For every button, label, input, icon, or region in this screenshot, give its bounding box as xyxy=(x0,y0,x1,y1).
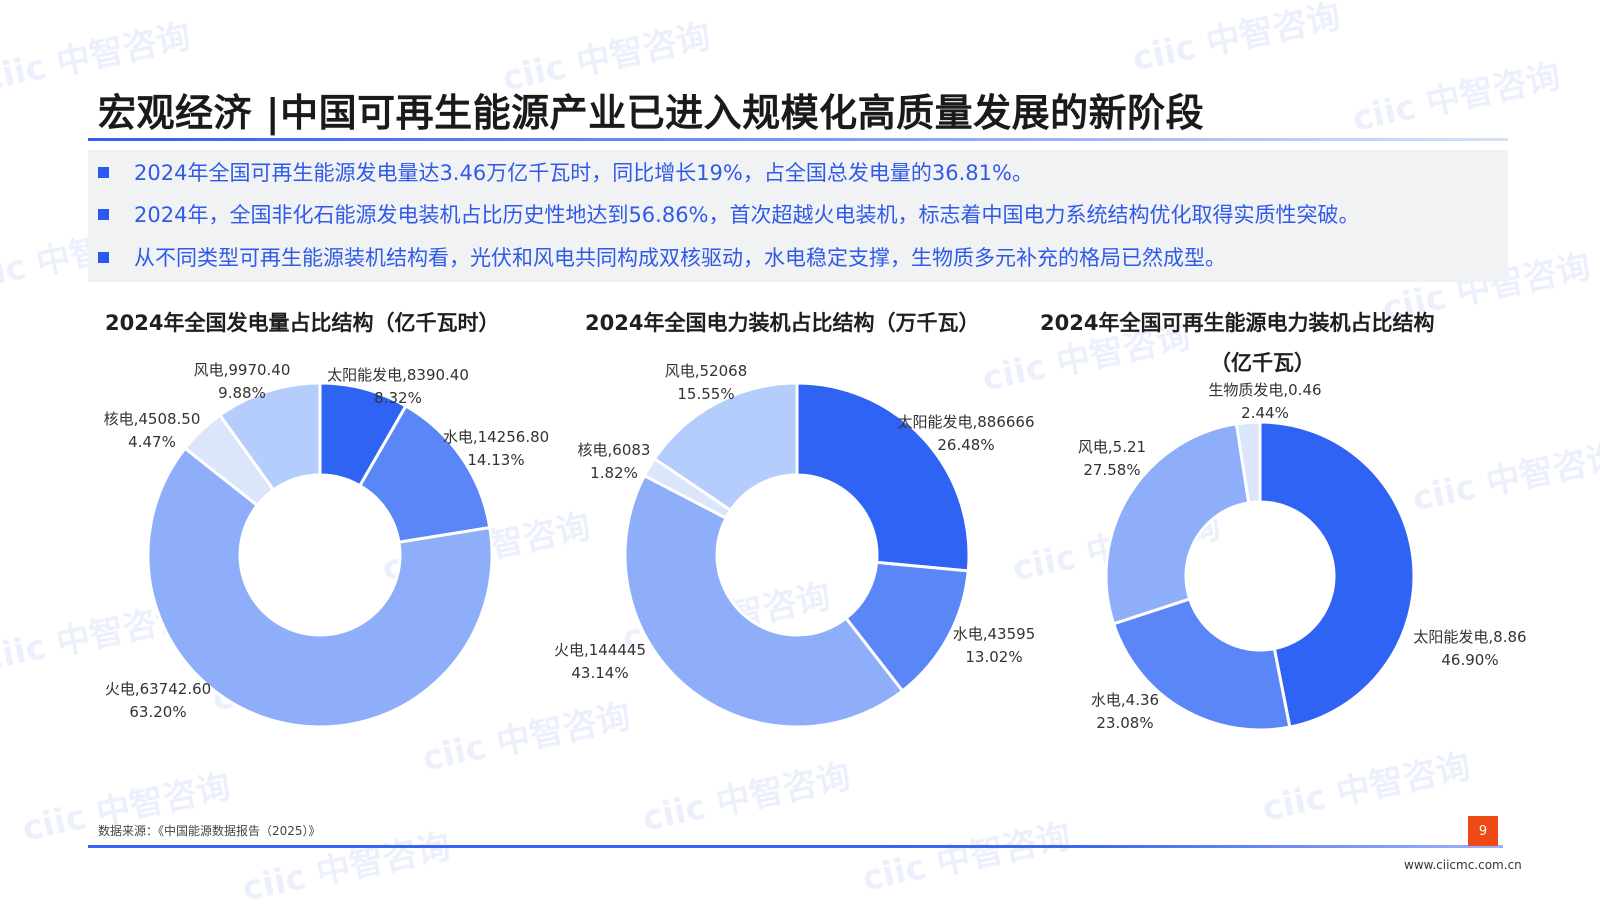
chart-2-slice-5-label: 风电,52068 xyxy=(665,362,748,380)
chart-2-slice-4-percent: 1.82% xyxy=(590,464,638,482)
chart-1-slice-4-label: 核电,4508.50 xyxy=(104,410,201,428)
chart-3-slice-3-percent: 27.58% xyxy=(1083,461,1140,479)
chart-3-title: 2024年全国可再生能源电力装机占比结构 xyxy=(1040,311,1435,335)
chart-1-title: 2024年全国发电量占比结构（亿千瓦时） xyxy=(105,311,500,335)
chart-2-slice-3-label: 火电,144445 xyxy=(554,641,646,659)
chart-3-slice-2-label: 水电,4.36 xyxy=(1091,691,1159,709)
chart-2-slice-1-percent: 26.48% xyxy=(937,436,994,454)
chart-1-slice-5 xyxy=(217,381,322,493)
bullet-square-icon xyxy=(98,166,109,178)
key-point-text: 从不同类型可再生能源装机结构看，光伏和风电共同构成双核驱动，水电稳定支撑，生物质… xyxy=(134,246,1226,270)
chart-3-slice-2 xyxy=(1111,597,1292,732)
chart-2-slice-2-percent: 13.02% xyxy=(965,648,1022,666)
chart-2-slice-5-percent: 15.55% xyxy=(677,385,734,403)
chart-2-slice-3 xyxy=(623,473,905,729)
key-point-text: 2024年，全国非化石能源发电装机占比历史性地达到56.86%，首次超越火电装机… xyxy=(134,203,1360,227)
chart-1-slice-5-percent: 9.88% xyxy=(218,384,266,402)
chart-2-slice-5 xyxy=(652,381,799,513)
chart-1-slice-3-percent: 63.20% xyxy=(129,703,186,721)
key-point-3: 从不同类型可再生能源装机结构看，光伏和风电共同构成双核驱动，水电稳定支撑，生物质… xyxy=(98,239,1226,275)
chart-3-slice-4-label: 生物质发电,0.46 xyxy=(1208,381,1321,399)
chart-1-slice-1-percent: 8.32% xyxy=(374,389,422,407)
key-point-text: 2024年全国可再生能源发电量达3.46万亿千瓦时，同比增长19%，占全国总发电… xyxy=(134,161,1033,185)
chart-2-slice-4-label: 核电,6083 xyxy=(578,441,651,459)
chart-1-slice-3-label: 火电,63742.60 xyxy=(105,680,211,698)
chart-3-slice-4-percent: 2.44% xyxy=(1241,404,1289,422)
key-point-1: 2024年全国可再生能源发电量达3.46万亿千瓦时，同比增长19%，占全国总发电… xyxy=(98,154,1033,190)
chart-3-slice-1 xyxy=(1258,420,1416,729)
chart-3-slice-2-percent: 23.08% xyxy=(1096,714,1153,732)
page-title: 宏观经济 |中国可再生能源产业已进入规模化高质量发展的新阶段 xyxy=(98,91,1205,135)
bullet-square-icon xyxy=(98,251,109,263)
chart-1-slice-3 xyxy=(146,446,494,729)
chart-2-slice-3-percent: 43.14% xyxy=(571,664,628,682)
chart-1-slice-2-label: 水电,14256.80 xyxy=(443,428,549,446)
chart-3-slice-3 xyxy=(1104,422,1251,626)
website-url: www.ciicmc.com.cn xyxy=(1404,858,1522,872)
chart-1-slice-5-label: 风电,9970.40 xyxy=(194,361,291,379)
chart-3-slice-1-percent: 46.90% xyxy=(1441,651,1498,669)
chart-1-slice-2-percent: 14.13% xyxy=(467,451,524,469)
title-underline xyxy=(88,138,1508,141)
data-source-note: 数据来源：《中国能源数据报告（2025）》 xyxy=(98,824,321,838)
bullet-square-icon xyxy=(98,208,109,220)
key-points-panel: 2024年全国可再生能源发电量达3.46万亿千瓦时，同比增长19%，占全国总发电… xyxy=(88,150,1508,282)
chart-1-slice-4-percent: 4.47% xyxy=(128,433,176,451)
chart-3-slice-4 xyxy=(1234,420,1262,505)
chart-3-title-unit: （亿千瓦） xyxy=(1210,351,1315,375)
chart-2-slice-1-label: 太阳能发电,886666 xyxy=(897,413,1034,431)
chart-2-slice-1 xyxy=(795,381,971,573)
footer-rule xyxy=(88,845,1503,848)
chart-1-slice-1-label: 太阳能发电,8390.40 xyxy=(327,366,469,384)
chart-3-slice-1-label: 太阳能发电,8.86 xyxy=(1413,628,1526,646)
chart-2-title: 2024年全国电力装机占比结构（万千瓦） xyxy=(585,311,980,335)
key-point-2: 2024年，全国非化石能源发电装机占比历史性地达到56.86%，首次超越火电装机… xyxy=(98,196,1360,232)
page-number-badge: 9 xyxy=(1468,816,1498,846)
chart-3-slice-3-label: 风电,5.21 xyxy=(1078,438,1146,456)
chart-2-slice-2-label: 水电,43595 xyxy=(953,625,1036,643)
